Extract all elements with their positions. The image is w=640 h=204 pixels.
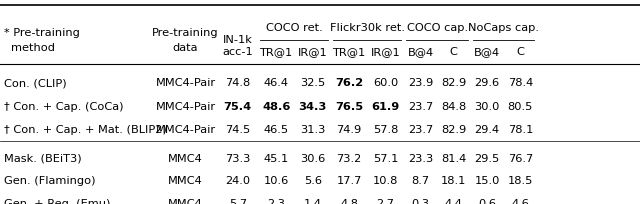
Text: 10.6: 10.6 (264, 176, 289, 185)
Text: 15.0: 15.0 (474, 176, 500, 185)
Text: 29.4: 29.4 (474, 125, 500, 134)
Text: 29.5: 29.5 (474, 153, 500, 163)
Text: * Pre-training: * Pre-training (4, 28, 81, 38)
Text: Gen. + Reg. (Emu): Gen. + Reg. (Emu) (4, 198, 111, 204)
Text: 2.3: 2.3 (267, 198, 285, 204)
Text: 82.9: 82.9 (441, 125, 467, 134)
Text: Mask. (BEiT3): Mask. (BEiT3) (4, 153, 82, 163)
Text: Pre-training: Pre-training (152, 28, 219, 38)
Text: 31.3: 31.3 (300, 125, 325, 134)
Text: 82.9: 82.9 (441, 78, 467, 88)
Text: COCO ret.: COCO ret. (266, 23, 323, 32)
Text: 17.7: 17.7 (337, 176, 362, 185)
Text: 76.5: 76.5 (335, 101, 363, 111)
Text: 46.5: 46.5 (264, 125, 289, 134)
Text: 0.6: 0.6 (478, 198, 496, 204)
Text: 4.4: 4.4 (445, 198, 463, 204)
Text: 46.4: 46.4 (264, 78, 289, 88)
Text: B@4: B@4 (474, 47, 500, 57)
Text: 84.8: 84.8 (441, 101, 467, 111)
Text: 18.1: 18.1 (441, 176, 467, 185)
Text: 23.3: 23.3 (408, 153, 433, 163)
Text: Con. (CLIP): Con. (CLIP) (4, 78, 67, 88)
Text: 32.5: 32.5 (300, 78, 325, 88)
Text: 5.6: 5.6 (303, 176, 322, 185)
Text: 57.8: 57.8 (373, 125, 398, 134)
Text: NoCaps cap.: NoCaps cap. (468, 23, 539, 32)
Text: 34.3: 34.3 (298, 101, 327, 111)
Text: COCO cap.: COCO cap. (406, 23, 468, 32)
Text: 80.5: 80.5 (508, 101, 533, 111)
Text: C: C (516, 47, 524, 57)
Text: † Con. + Cap. (CoCa): † Con. + Cap. (CoCa) (4, 101, 124, 111)
Text: 10.8: 10.8 (373, 176, 398, 185)
Text: 23.7: 23.7 (408, 101, 433, 111)
Text: 61.9: 61.9 (371, 101, 400, 111)
Text: 60.0: 60.0 (373, 78, 398, 88)
Text: 30.0: 30.0 (474, 101, 500, 111)
Text: data: data (173, 43, 198, 53)
Text: 74.9: 74.9 (337, 125, 362, 134)
Text: 75.4: 75.4 (224, 101, 252, 111)
Text: MMC4: MMC4 (168, 176, 203, 185)
Text: IN-1k: IN-1k (223, 35, 253, 45)
Text: TR@1: TR@1 (333, 47, 365, 57)
Text: method: method (11, 43, 55, 53)
Text: Gen. (Flamingo): Gen. (Flamingo) (4, 176, 96, 185)
Text: 48.6: 48.6 (262, 101, 291, 111)
Text: 81.4: 81.4 (441, 153, 467, 163)
Text: 8.7: 8.7 (412, 176, 429, 185)
Text: Flickr30k ret.: Flickr30k ret. (330, 23, 405, 32)
Text: 18.5: 18.5 (508, 176, 533, 185)
Text: B@4: B@4 (408, 47, 433, 57)
Text: † Con. + Cap. + Mat. (BLIP2): † Con. + Cap. + Mat. (BLIP2) (4, 125, 167, 134)
Text: 23.9: 23.9 (408, 78, 433, 88)
Text: MMC4-Pair: MMC4-Pair (156, 78, 216, 88)
Text: MMC4-Pair: MMC4-Pair (156, 125, 216, 134)
Text: 74.5: 74.5 (225, 125, 250, 134)
Text: 76.7: 76.7 (508, 153, 533, 163)
Text: 24.0: 24.0 (225, 176, 250, 185)
Text: 76.2: 76.2 (335, 78, 363, 88)
Text: 2.7: 2.7 (376, 198, 395, 204)
Text: 78.4: 78.4 (508, 78, 533, 88)
Text: 73.3: 73.3 (225, 153, 250, 163)
Text: TR@1: TR@1 (260, 47, 292, 57)
Text: 29.6: 29.6 (474, 78, 500, 88)
Text: 4.8: 4.8 (340, 198, 358, 204)
Text: 1.4: 1.4 (303, 198, 322, 204)
Text: MMC4: MMC4 (168, 153, 203, 163)
Text: IR@1: IR@1 (298, 47, 328, 57)
Text: 30.6: 30.6 (300, 153, 325, 163)
Text: IR@1: IR@1 (371, 47, 401, 57)
Text: 78.1: 78.1 (508, 125, 533, 134)
Text: 0.3: 0.3 (412, 198, 429, 204)
Text: 57.1: 57.1 (373, 153, 398, 163)
Text: MMC4: MMC4 (168, 198, 203, 204)
Text: 73.2: 73.2 (337, 153, 362, 163)
Text: C: C (450, 47, 458, 57)
Text: 23.7: 23.7 (408, 125, 433, 134)
Text: 4.6: 4.6 (511, 198, 529, 204)
Text: 5.7: 5.7 (228, 198, 247, 204)
Text: 74.8: 74.8 (225, 78, 250, 88)
Text: MMC4-Pair: MMC4-Pair (156, 101, 216, 111)
Text: acc-1: acc-1 (222, 47, 253, 57)
Text: 45.1: 45.1 (264, 153, 289, 163)
